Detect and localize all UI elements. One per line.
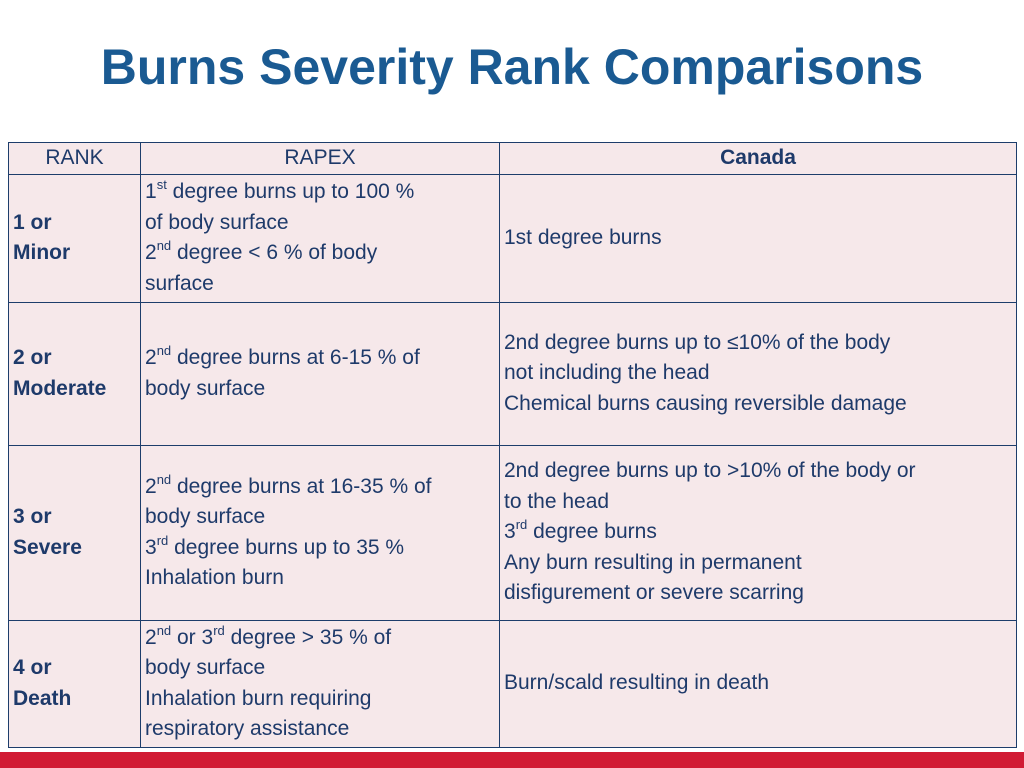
text-line: 2nd degree burns at 6-15 % of <box>145 343 420 369</box>
rank-label-line: Severe <box>13 535 82 559</box>
text-line: 2nd or 3rd degree > 35 % of <box>145 622 392 649</box>
table-row: 4 or Death 2nd or 3rd degree > 35 % of b… <box>8 619 1017 748</box>
header-row: RANK RAPEX Canada <box>8 142 1017 175</box>
text-line: 2nd degree < 6 % of body <box>145 238 378 264</box>
rank-cell: 2 or Moderate <box>8 301 141 446</box>
text-line: Inhalation burn requiring <box>145 686 372 710</box>
text-line: Any burn resulting in permanent <box>504 550 802 574</box>
slide-title: Burns Severity Rank Comparisons <box>100 39 924 95</box>
text-line: to the head <box>504 489 610 513</box>
rank-cell: 1 or Minor <box>8 173 141 303</box>
text-line: of body surface <box>145 210 289 234</box>
rank-cell: 3 or Severe <box>8 444 141 621</box>
text-line: body surface <box>145 376 266 400</box>
rapex-cell: 2nd degree burns at 16-35 % of body surf… <box>140 444 500 621</box>
text-line: respiratory assistance <box>145 717 350 740</box>
severity-comparison-table: RANK RAPEX Canada 1 or Minor 1st degree … <box>8 142 1017 748</box>
rank-label-line: Death <box>13 686 72 710</box>
text-line: 3rd degree burns up to 35 % <box>145 532 405 559</box>
header-rapex: RAPEX <box>140 142 500 175</box>
rank-cell: 4 or Death <box>8 619 141 748</box>
text-line: body surface <box>145 505 266 528</box>
text-line: Chemical burns causing reversible damage <box>504 391 907 415</box>
text-line: surface <box>145 271 214 295</box>
rank-label-line: 1 or <box>13 210 52 234</box>
header-canada: Canada <box>499 142 1017 175</box>
table-row: 1 or Minor 1st degree burns up to 100 % … <box>8 173 1017 303</box>
canada-cell: 1st degree burns <box>499 173 1017 303</box>
rank-label-line: Minor <box>13 241 71 264</box>
rapex-cell: 2nd or 3rd degree > 35 % of body surface… <box>140 619 500 748</box>
canada-cell: 2nd degree burns up to >10% of the body … <box>499 444 1017 621</box>
text-line: not including the head <box>504 361 710 385</box>
text-line: body surface <box>145 656 266 679</box>
text-line: 2nd degree burns at 16-35 % of <box>145 471 432 498</box>
rapex-cell: 2nd degree burns at 6-15 % of body surfa… <box>140 301 500 446</box>
rank-label-line: 2 or <box>13 346 52 369</box>
header-rank: RANK <box>8 142 141 175</box>
rank-label-line: 3 or <box>13 505 52 528</box>
rank-label-line: Moderate <box>13 376 107 400</box>
rapex-cell: 1st degree burns up to 100 % of body sur… <box>140 173 500 303</box>
text-line: Inhalation burn <box>145 566 284 589</box>
canada-cell: 2nd degree burns up to ≤10% of the body … <box>499 301 1017 446</box>
text-line: 2nd degree burns up to >10% of the body … <box>504 459 916 483</box>
canada-cell: Burn/scald resulting in death <box>499 619 1017 748</box>
bottom-accent-bar <box>0 752 1024 768</box>
table-row: 2 or Moderate 2nd degree burns at 6-15 %… <box>8 301 1017 446</box>
text-line: 1st degree burns up to 100 % <box>145 177 415 203</box>
text-line: 2nd degree burns up to ≤10% of the body <box>504 330 891 354</box>
text-line: Burn/scald resulting in death <box>504 671 769 695</box>
text-line: 1st degree burns <box>504 225 662 249</box>
rank-label-line: 4 or <box>13 656 52 679</box>
text-line: disfigurement or severe scarring <box>504 581 804 605</box>
text-line: 3rd degree burns <box>504 517 657 544</box>
table-row: 3 or Severe 2nd degree burns at 16-35 % … <box>8 444 1017 621</box>
